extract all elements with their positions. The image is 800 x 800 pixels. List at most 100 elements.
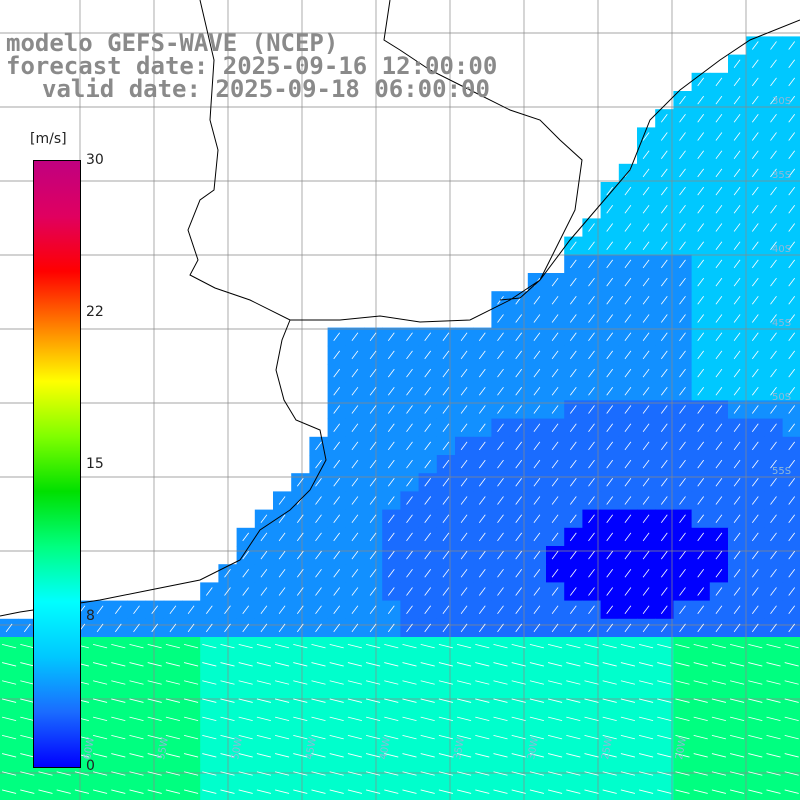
wind-arrow <box>588 514 595 523</box>
wind-arrow <box>679 314 686 323</box>
wind-arrow <box>624 569 632 578</box>
wind-arrow <box>784 753 799 758</box>
wind-arrow <box>715 441 723 451</box>
wind-arrow <box>770 277 777 287</box>
wind-arrow <box>74 771 89 776</box>
wind-arrow <box>366 662 381 667</box>
wind-arrow <box>784 698 799 703</box>
wind-arrow <box>770 186 777 196</box>
wind-arrow <box>697 168 705 178</box>
wind-arrow <box>256 734 271 740</box>
wind-arrow <box>351 423 359 432</box>
wind-arrow <box>184 698 199 703</box>
wind-arrow <box>569 569 577 578</box>
wind-arrow <box>711 643 726 649</box>
wind-arrow <box>333 405 341 414</box>
wind-arrow <box>475 698 490 703</box>
wind-arrow <box>624 277 632 287</box>
wind-arrow <box>620 662 635 667</box>
wind-arrow <box>642 368 650 378</box>
wind-arrow <box>620 771 635 776</box>
wind-arrow <box>660 459 668 469</box>
wind-arrow <box>770 587 777 596</box>
wind-arrow <box>679 95 686 105</box>
wind-arrow <box>184 734 199 740</box>
wind-arrow <box>38 789 53 794</box>
wind-arrow <box>315 532 322 542</box>
wind-arrow <box>278 569 286 578</box>
wind-arrow <box>242 550 250 560</box>
wind-arrow <box>351 623 359 633</box>
wind-arrow <box>751 114 759 123</box>
wind-arrow <box>606 223 614 232</box>
model-title: modelo GEFS-WAVE (NCEP) <box>6 29 339 57</box>
wind-arrow <box>260 587 268 596</box>
wind-arrow <box>751 478 759 487</box>
field-cell <box>72 782 92 800</box>
wind-arrow <box>460 550 468 560</box>
wind-arrow <box>493 662 508 667</box>
wind-arrow <box>606 296 614 305</box>
wind-arrow <box>260 569 268 578</box>
wind-arrow <box>224 569 231 578</box>
longitude-labels: 60W 55W 50W 45W 40W 35W 30W 25W 20W 30S 35S 40S 45S 5… <box>82 96 791 761</box>
wind-arrow <box>730 716 745 722</box>
wind-arrow <box>293 643 308 649</box>
wind-arrow <box>788 77 796 87</box>
wind-arrow <box>478 441 486 451</box>
field-cell <box>236 782 256 800</box>
wind-arrow <box>751 605 759 614</box>
wind-arrow <box>406 496 413 505</box>
wind-arrow <box>693 716 708 722</box>
wind-arrow <box>660 132 668 141</box>
wind-arrow <box>369 514 377 523</box>
wind-arrow <box>533 350 541 360</box>
wind-arrow <box>606 459 614 469</box>
wind-arrow <box>733 550 741 560</box>
wind-arrow <box>442 605 450 614</box>
wind-arrow <box>402 643 417 649</box>
wind-arrow <box>293 716 308 722</box>
wind-arrow <box>620 716 635 722</box>
wind-arrow <box>329 716 344 722</box>
wind-arrow <box>351 405 359 414</box>
wind-arrow <box>20 716 35 722</box>
wind-arrow <box>711 789 726 794</box>
wind-arrow <box>369 532 377 542</box>
longitude-label: 50W <box>230 736 245 760</box>
field-cell <box>345 782 365 800</box>
wind-arrow <box>93 789 108 794</box>
wind-arrow <box>639 680 654 685</box>
wind-arrow <box>693 698 708 703</box>
wind-arrow <box>220 662 235 667</box>
wind-arrow <box>457 771 472 776</box>
wind-arrow <box>751 587 759 596</box>
wind-arrow <box>460 623 468 633</box>
longitude-label: 25W <box>600 736 615 760</box>
wind-arrow <box>788 441 796 451</box>
wind-arrow <box>529 789 544 794</box>
wind-arrow <box>715 496 723 505</box>
wind-arrow <box>675 771 690 776</box>
wind-arrow <box>715 423 723 432</box>
wind-arrow <box>751 459 759 469</box>
colorbar-tick-8: 8 <box>86 608 95 624</box>
wind-arrow <box>584 698 599 703</box>
wind-arrow <box>697 623 705 633</box>
wind-arrow <box>478 623 486 633</box>
wind-arrow <box>497 478 504 487</box>
wind-arrow <box>438 753 453 758</box>
wind-arrow <box>384 716 399 722</box>
wind-arrow <box>351 387 359 396</box>
wind-arrow <box>551 368 559 378</box>
wind-arrow <box>511 662 526 667</box>
field-cell <box>364 782 383 800</box>
wind-arrow <box>733 368 741 378</box>
wind-arrow <box>620 698 635 703</box>
wind-arrow <box>366 734 381 740</box>
wind-arrow <box>387 587 395 596</box>
wind-arrow <box>20 789 35 794</box>
wind-arrow <box>788 569 796 578</box>
wind-arrow <box>184 771 199 776</box>
wind-arrow <box>584 771 599 776</box>
